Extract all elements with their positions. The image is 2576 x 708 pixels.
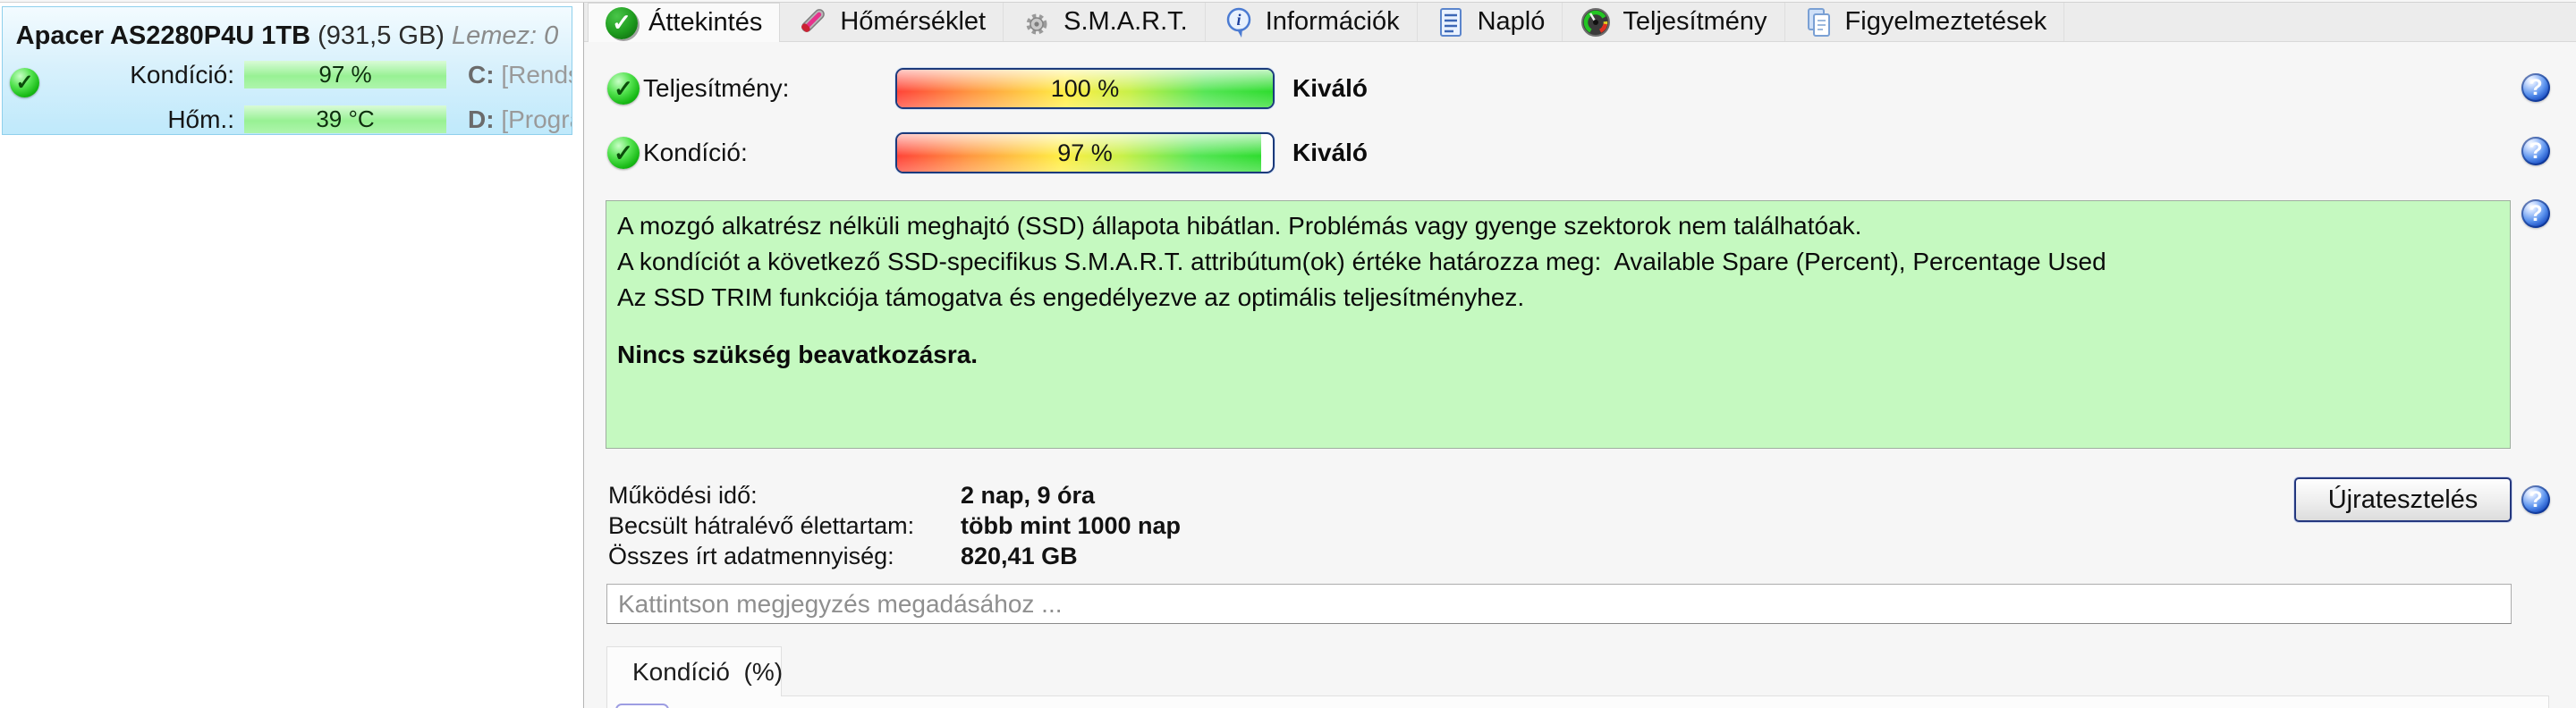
performance-help-icon[interactable]: ? — [2521, 73, 2550, 102]
condition-chart-tab[interactable]: Kondíció (%) — [606, 646, 783, 696]
gauge-icon — [1581, 7, 1611, 37]
status-spacer — [617, 316, 2499, 337]
condition-bar: 97 % — [895, 132, 1275, 173]
performance-bar: 100 % — [895, 68, 1275, 109]
total-written-label: Összes írt adatmennyiség: — [608, 543, 894, 569]
tab-smart[interactable]: S.M.A.R.T. — [1004, 3, 1206, 41]
partition-name: [Rendsz — [501, 61, 572, 88]
tab-temperature[interactable]: Hőmérséklet — [780, 3, 1004, 41]
tab-label: Figyelmeztetések — [1844, 7, 2047, 36]
overview-check-icon — [606, 6, 638, 39]
pages-icon — [1807, 7, 1830, 37]
lifetime-value: több mint 1000 nap — [961, 512, 1182, 539]
status-line: A kondíciót a következő SSD-specifikus S… — [617, 248, 2106, 275]
condition-ok-icon — [607, 137, 640, 169]
drive-ok-check-icon — [10, 68, 39, 97]
drive-list-item-selected[interactable]: Apacer AS2280P4U 1TB (931,5 GB) Lemez: 0… — [2, 6, 572, 135]
power-on-time-row: Működési idő: 2 nap, 9 óra — [608, 480, 1095, 510]
performance-bar-fill — [897, 70, 1273, 107]
drive-temperature-label: Hőm.: — [167, 105, 234, 133]
tab-log[interactable]: Napló — [1418, 3, 1563, 41]
drive-list-panel: Apacer AS2280P4U 1TB (931,5 GB) Lemez: 0… — [0, 3, 584, 708]
drive-condition-label: Kondíció: — [130, 61, 234, 88]
lifetime-label: Becsült hátralévő élettartam: — [608, 512, 915, 539]
drive-condition-row: Kondíció: 97 % C: [Rendsz — [3, 61, 572, 89]
health-status-textbox: A mozgó alkatrész nélküli meghajtó (SSD)… — [606, 200, 2511, 449]
tab-label: Napló — [1477, 7, 1546, 36]
tab-information[interactable]: i Információk — [1206, 3, 1418, 41]
log-document-icon — [1439, 7, 1462, 37]
condition-chart-panel — [606, 695, 2549, 708]
performance-ok-icon — [607, 72, 640, 105]
tab-label: Hőmérséklet — [840, 7, 987, 36]
drive-name: Apacer AS2280P4U 1TB — [15, 21, 311, 50]
retest-help-icon[interactable]: ? — [2521, 485, 2550, 514]
drive-partition-c: C: [Rendsz — [468, 61, 572, 89]
chart-toolbar-button[interactable] — [615, 704, 669, 708]
performance-rating: Kiváló — [1292, 74, 1368, 102]
condition-rating: Kiváló — [1292, 139, 1368, 166]
condition-bar-fill — [897, 134, 1262, 172]
tab-label: S.M.A.R.T. — [1063, 7, 1188, 36]
total-written-row: Összes írt adatmennyiség: 820,41 GB — [608, 541, 1078, 571]
tab-overview[interactable]: Áttekintés — [588, 3, 781, 42]
condition-help-icon[interactable]: ? — [2521, 137, 2550, 165]
partition-name: [Progra — [501, 105, 572, 133]
drive-title: Apacer AS2280P4U 1TB (931,5 GB) Lemez: 0 — [3, 21, 572, 50]
drive-temperature-mini-bar: 39 °C — [244, 105, 446, 133]
power-on-time-label: Működési idő: — [608, 482, 758, 509]
partition-letter: C: — [468, 61, 495, 88]
total-written-value: 820,41 GB — [961, 543, 1078, 569]
power-on-time-value: 2 nap, 9 óra — [961, 482, 1096, 509]
drive-partition-d: D: [Progra — [468, 105, 572, 134]
status-help-icon[interactable]: ? — [2521, 199, 2550, 228]
svg-text:i: i — [1236, 11, 1241, 29]
thermometer-icon — [801, 8, 826, 32]
tab-bar: Áttekintés Hőmérséklet S.M.A.R.T. i — [584, 3, 2576, 42]
gear-icon — [1026, 13, 1047, 34]
info-icon: i — [1226, 7, 1250, 38]
partition-letter: D: — [468, 105, 495, 133]
tab-label: Áttekintés — [648, 8, 763, 37]
status-action-line: Nincs szükség beavatkozásra. — [617, 341, 979, 368]
tab-alerts[interactable]: Figyelmeztetések — [1785, 3, 2065, 41]
drive-size: (931,5 GB) — [318, 21, 445, 50]
lifetime-row: Becsült hátralévő élettartam: több mint … — [608, 510, 1181, 541]
status-line: Az SSD TRIM funkciója támogatva és enged… — [617, 283, 1525, 311]
tab-label: Teljesítmény — [1623, 7, 1767, 36]
window-top-divider — [0, 2, 2576, 3]
tab-label: Információk — [1265, 7, 1400, 36]
status-line: A mozgó alkatrész nélküli meghajtó (SSD)… — [617, 212, 1862, 240]
condition-label: Kondíció: — [643, 139, 748, 166]
tab-performance[interactable]: Teljesítmény — [1563, 3, 1785, 41]
performance-bar-value: 100 % — [1050, 75, 1120, 102]
overview-tab-content: Teljesítmény: 100 % Kiváló ? Kondíció: 9… — [584, 42, 2576, 708]
condition-bar-value: 97 % — [1057, 139, 1113, 166]
performance-label: Teljesítmény: — [643, 74, 790, 102]
drive-disk-number: Lemez: 0 — [452, 21, 559, 50]
drive-temperature-row: Hőm.: 39 °C D: [Progra — [3, 105, 572, 134]
drive-condition-mini-bar: 97 % — [244, 61, 446, 88]
comment-input[interactable] — [606, 584, 2512, 624]
retest-button[interactable]: Újratesztelés — [2294, 477, 2512, 522]
